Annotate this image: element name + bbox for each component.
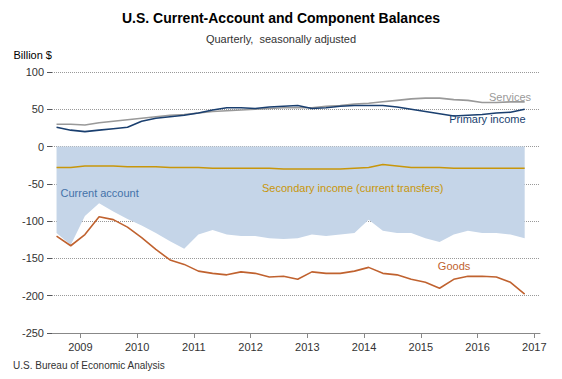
svg-text:-250: -250 [22, 327, 44, 339]
svg-text:50: 50 [32, 103, 44, 115]
svg-text:2012: 2012 [238, 341, 262, 353]
svg-text:Services: Services [489, 91, 532, 103]
svg-text:2009: 2009 [68, 341, 92, 353]
svg-text:Primary income: Primary income [449, 113, 525, 125]
svg-text:2015: 2015 [409, 341, 433, 353]
svg-text:2016: 2016 [465, 341, 489, 353]
svg-text:Secondary income (current tran: Secondary income (current transfers) [262, 182, 444, 194]
svg-text:Goods: Goods [438, 260, 471, 272]
svg-text:2017: 2017 [522, 341, 546, 353]
svg-text:-200: -200 [22, 290, 44, 302]
svg-text:Current account: Current account [61, 187, 139, 199]
svg-text:U.S. Current-Account and Compo: U.S. Current-Account and Component Balan… [122, 10, 440, 26]
svg-text:Billion $: Billion $ [13, 49, 52, 61]
svg-text:2014: 2014 [352, 341, 376, 353]
svg-text:-150: -150 [22, 252, 44, 264]
svg-text:2013: 2013 [295, 341, 319, 353]
svg-text:0: 0 [38, 141, 44, 153]
svg-text:Quarterly, seasonally adjuste: Quarterly, seasonally adjusted [206, 33, 356, 45]
svg-text:-50: -50 [28, 178, 44, 190]
svg-text:2011: 2011 [182, 341, 206, 353]
svg-text:U.S. Bureau of Economic Analys: U.S. Bureau of Economic Analysis [13, 360, 165, 371]
svg-text:2010: 2010 [125, 341, 149, 353]
svg-text:-100: -100 [22, 215, 44, 227]
svg-text:100: 100 [26, 66, 44, 78]
